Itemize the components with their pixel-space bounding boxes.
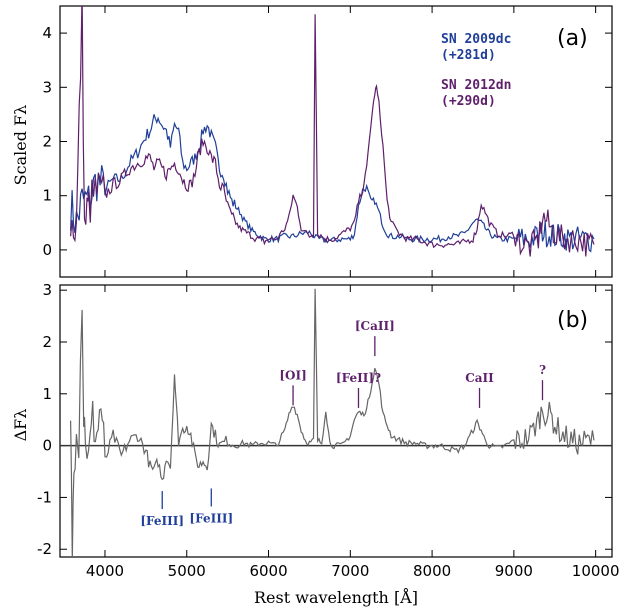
panel-b: -2 -1 0 1 2 3 4000 5000 6000 7000 8000 9000 10000 [Fe… — [37, 281, 619, 580]
panel-a: 0 1 2 3 4 — [42, 6, 612, 277]
panel-b-y-tick-label: 1 — [42, 385, 52, 403]
x-tick-label: 4000 — [86, 562, 124, 580]
panel-a-y-tick-label: 0 — [42, 241, 52, 259]
panel-b-series-line-0 — [70, 288, 595, 557]
legend-entry-sn2009dc-line2: (+281d) — [441, 48, 496, 63]
annotation-label: [FeIII] — [140, 514, 184, 528]
panel-b-y-tick-label: 0 — [42, 437, 52, 455]
annotation-label: [FeIII] — [189, 511, 233, 525]
panel-b-y-axis-label: ΔFλ — [11, 409, 30, 442]
panel-b-y-tick-label: -1 — [37, 488, 52, 506]
annotation-label: ? — [539, 363, 546, 377]
panel-b-y-tick-label: 3 — [42, 281, 52, 299]
panel-b-y-tick-label: -2 — [37, 540, 52, 558]
legend-entry-sn2012dn-line1: SN 2012dn — [441, 78, 511, 93]
panel-a-series-line-1 — [70, 6, 595, 257]
panel-a-series-line-0 — [70, 114, 595, 253]
x-axis-label: Rest wavelength [Å] — [254, 587, 418, 607]
panel-a-y-tick-label: 2 — [42, 133, 52, 151]
panel-a-y-tick-label: 4 — [42, 24, 52, 42]
legend-entry-sn2009dc-line1: SN 2009dc — [441, 32, 511, 47]
x-tick-label: 10000 — [572, 562, 620, 580]
annotation-label: CaII — [465, 371, 494, 385]
panel-a-y-tick-label: 1 — [42, 187, 52, 205]
x-tick-label: 5000 — [168, 562, 206, 580]
x-tick-label: 7000 — [331, 562, 369, 580]
panel-b-frame — [59, 284, 613, 558]
panel-b-y-tick-label: 2 — [42, 333, 52, 351]
x-tick-label: 6000 — [249, 562, 287, 580]
legend: SN 2009dc (+281d) SN 2012dn (+290d) — [441, 32, 511, 109]
panel-a-label: (a) — [557, 26, 588, 51]
x-tick-label: 8000 — [413, 562, 451, 580]
annotation-label: [FeII]? — [336, 371, 381, 385]
annotation-label: [CaII] — [355, 319, 395, 333]
legend-entry-sn2012dn-line2: (+290d) — [441, 94, 496, 109]
panel-a-y-axis-label: Scaled Fλ — [11, 105, 30, 186]
panel-a-y-tick-label: 3 — [42, 78, 52, 96]
x-tick-label: 9000 — [495, 562, 533, 580]
panel-b-label: (b) — [557, 308, 588, 333]
annotation-label: [OI] — [279, 368, 306, 382]
